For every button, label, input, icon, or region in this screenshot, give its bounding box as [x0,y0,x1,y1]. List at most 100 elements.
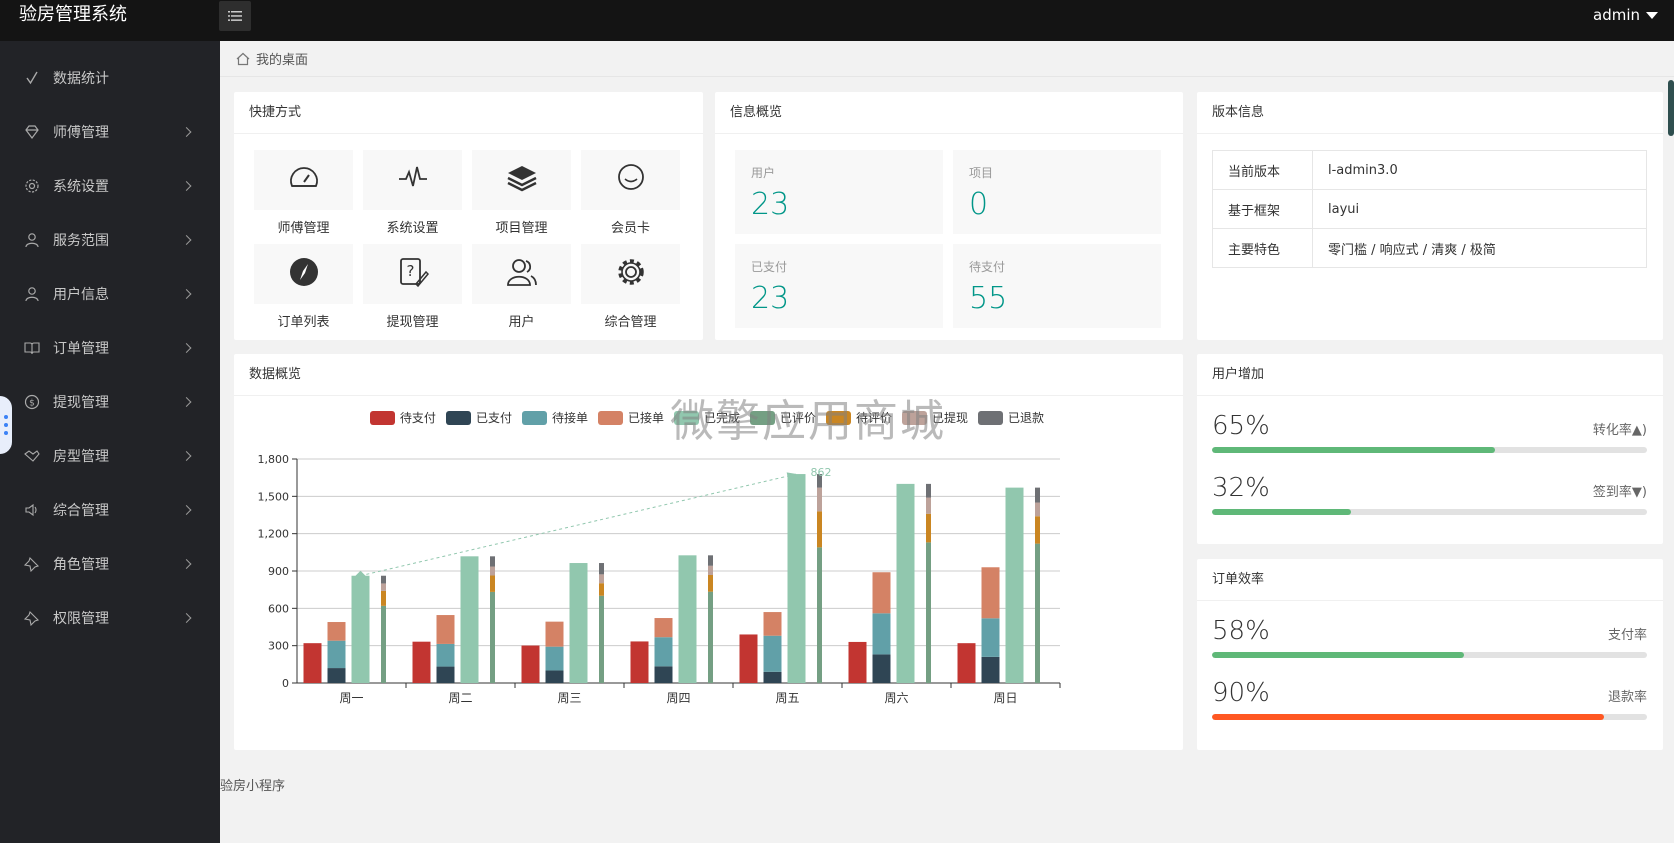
bar-segment[interactable] [545,621,564,647]
bar-segment[interactable] [654,637,673,667]
bar-segment[interactable] [763,612,782,636]
bar-segment[interactable] [763,671,782,683]
bar-segment[interactable] [654,618,673,638]
legend-item[interactable]: 已完成 [673,409,740,426]
user-menu[interactable]: admin [1593,0,1658,31]
bar-segment[interactable] [599,563,604,575]
home-icon[interactable] [236,52,250,66]
bar-segment[interactable] [817,474,822,488]
legend-item[interactable]: 待接单 [521,409,588,426]
bar-segment[interactable] [708,565,713,575]
bar-segment[interactable] [303,643,322,683]
sidebar-item[interactable]: 系统设置 [0,159,220,213]
bar-segment[interactable] [351,575,370,683]
legend-item[interactable]: 待评价 [826,409,892,426]
bar-segment[interactable] [436,666,455,683]
sidebar-item[interactable]: 房型管理 [0,429,220,483]
bar-segment[interactable] [926,513,931,543]
bar-segment[interactable] [490,591,495,683]
bar-segment[interactable] [599,583,604,596]
menu-toggle-button[interactable] [219,1,251,31]
breadcrumb-current[interactable]: 我的桌面 [256,53,309,68]
sidebar-item[interactable]: 用户信息 [0,267,220,321]
sidebar-item[interactable]: 订单管理 [0,321,220,375]
bar-segment[interactable] [654,666,673,683]
bar-segment[interactable] [490,556,495,567]
legend-item[interactable]: 已评价 [750,409,816,426]
bar-segment[interactable] [1035,487,1040,503]
bar-segment[interactable] [981,567,1000,619]
bar-segment[interactable] [981,656,1000,683]
legend-item[interactable]: 已支付 [445,409,512,426]
bar-segment[interactable] [327,622,346,641]
bar-segment[interactable] [460,556,479,683]
bar-segment[interactable] [848,641,867,683]
sidebar-item[interactable]: 综合管理 [0,483,220,537]
bar-segment[interactable] [1005,487,1024,683]
bar-segment[interactable] [569,563,588,683]
bar-segment[interactable] [872,654,891,683]
bar-segment[interactable] [926,483,931,498]
bar-segment[interactable] [678,555,697,683]
bar-segment[interactable] [490,566,495,576]
bar-segment[interactable] [1035,502,1040,517]
bar-segment[interactable] [872,572,891,614]
sidebar-item[interactable]: 师傅管理 [0,105,220,159]
quick-link-box[interactable] [254,244,353,304]
sidebar-item[interactable]: $ 提现管理 [0,375,220,429]
quick-link[interactable]: 会员卡 [581,150,680,238]
bar-segment[interactable] [436,615,455,644]
bar-segment[interactable] [817,547,822,683]
bar-segment[interactable] [412,641,431,683]
quick-link-box[interactable] [472,150,571,210]
bar-segment[interactable] [926,497,931,514]
sidebar-drag-handle[interactable] [0,396,12,454]
bar-segment[interactable] [436,643,455,667]
bar-segment[interactable] [926,542,931,683]
bar-segment[interactable] [599,595,604,683]
quick-link[interactable]: ? 提现管理 [363,244,462,332]
bar-segment[interactable] [327,640,346,669]
bar-segment[interactable] [763,635,782,672]
bar-segment[interactable] [545,670,564,683]
quick-link-box[interactable]: ? [363,244,462,304]
bar-segment[interactable] [957,643,976,683]
bar-segment[interactable] [817,511,822,548]
quick-link[interactable]: 系统设置 [363,150,462,238]
bar-segment[interactable] [381,605,386,683]
bar-segment[interactable] [630,641,649,683]
bar-segment[interactable] [381,575,386,584]
legend-item[interactable]: 已提现 [902,409,968,426]
bar-segment[interactable] [1035,516,1040,544]
bar-segment[interactable] [381,583,386,591]
sidebar-item[interactable]: 权限管理 [0,591,220,645]
legend-item[interactable]: 已接单 [597,409,664,426]
quick-link-box[interactable] [581,244,680,304]
bar-segment[interactable] [490,575,495,592]
sidebar-item[interactable]: 数据统计 [0,51,220,105]
quick-link-box[interactable] [254,150,353,210]
quick-link-box[interactable] [472,244,571,304]
bar-segment[interactable] [708,555,713,566]
bar-segment[interactable] [896,483,915,683]
bar-segment[interactable] [381,590,386,606]
bar-segment[interactable] [708,591,713,683]
sidebar-item[interactable]: 角色管理 [0,537,220,591]
scrollbar[interactable] [1668,80,1674,136]
sidebar-item[interactable]: 服务范围 [0,213,220,267]
quick-link-box[interactable] [581,150,680,210]
quick-link[interactable]: 综合管理 [581,244,680,332]
bar-segment[interactable] [981,618,1000,657]
bar-segment[interactable] [872,613,891,655]
bar-segment[interactable] [787,474,806,683]
legend-item[interactable]: 已退款 [978,409,1044,426]
bar-segment[interactable] [708,574,713,592]
bar-segment[interactable] [817,487,822,512]
quick-link[interactable]: 用户 [472,244,571,332]
legend-item[interactable]: 待支付 [369,409,436,426]
bar-segment[interactable] [599,574,604,584]
bar-segment[interactable] [545,646,564,671]
bar-segment[interactable] [521,645,540,683]
quick-link-box[interactable] [363,150,462,210]
bar-segment[interactable] [739,634,758,683]
